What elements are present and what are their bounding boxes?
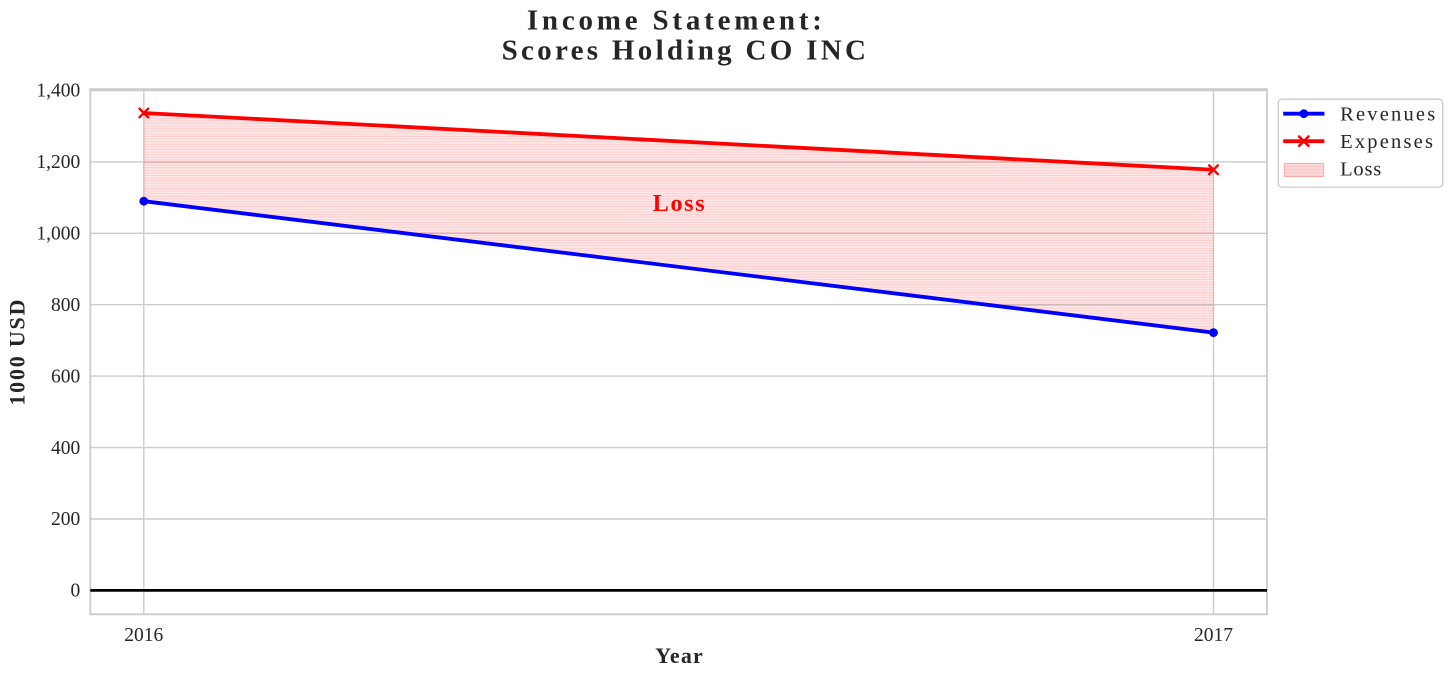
svg-text:Scores Holding CO INC: Scores Holding CO INC bbox=[502, 35, 870, 67]
svg-text:200: 200 bbox=[51, 509, 80, 530]
svg-text:Income Statement:: Income Statement: bbox=[527, 5, 826, 37]
svg-text:Expenses: Expenses bbox=[1340, 131, 1435, 153]
svg-text:800: 800 bbox=[51, 295, 80, 316]
svg-text:1000 USD: 1000 USD bbox=[4, 298, 29, 406]
svg-text:1,200: 1,200 bbox=[36, 152, 80, 173]
svg-text:0: 0 bbox=[71, 581, 81, 602]
svg-text:2017: 2017 bbox=[1194, 625, 1233, 646]
svg-text:400: 400 bbox=[51, 438, 80, 459]
svg-text:600: 600 bbox=[51, 366, 80, 387]
svg-text:Year: Year bbox=[655, 643, 704, 668]
svg-text:2016: 2016 bbox=[124, 625, 163, 646]
svg-text:1,000: 1,000 bbox=[36, 224, 80, 245]
svg-text:Loss: Loss bbox=[1340, 159, 1382, 181]
svg-text:Loss: Loss bbox=[653, 191, 707, 217]
svg-text:1,400: 1,400 bbox=[36, 81, 80, 102]
svg-text:Revenues: Revenues bbox=[1340, 103, 1437, 125]
